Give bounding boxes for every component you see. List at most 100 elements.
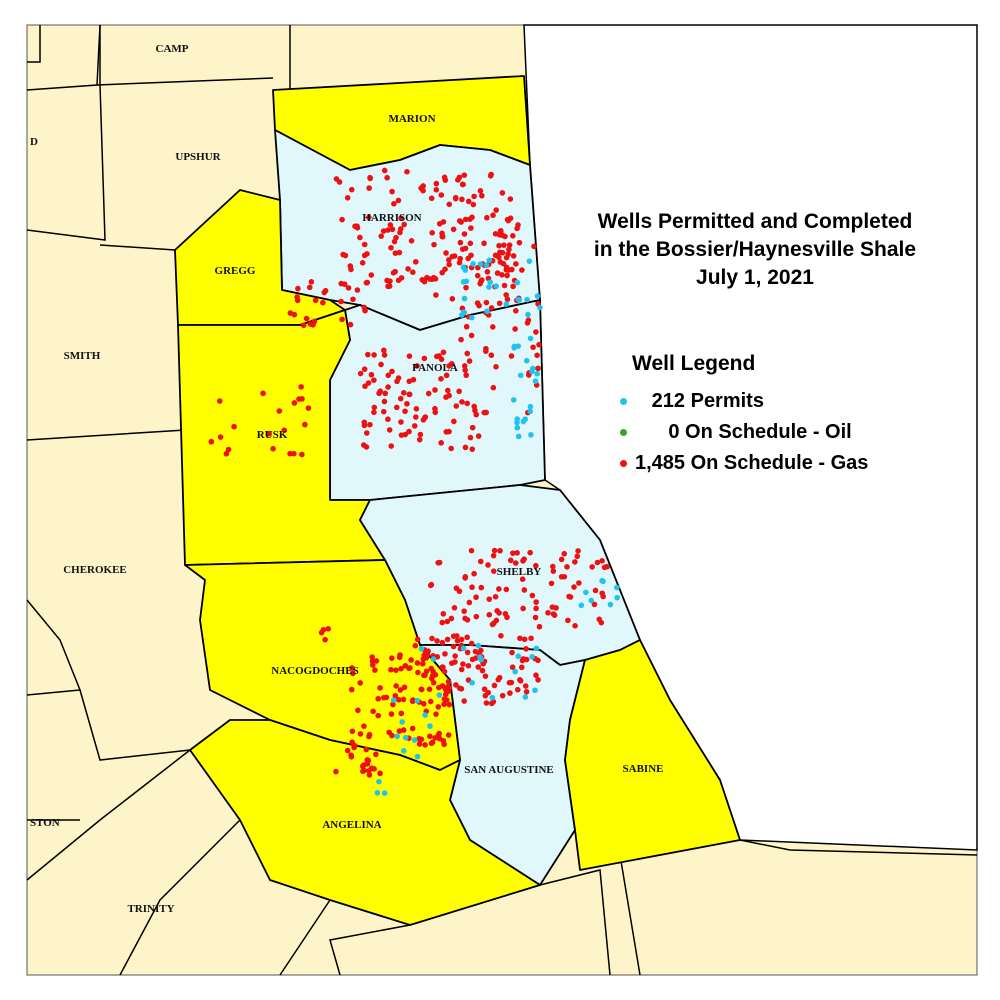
permit-well-dot — [537, 304, 543, 311]
gas-well-dot — [499, 249, 506, 256]
title-line-2: in the Bossier/Haynesville Shale — [593, 238, 917, 261]
gas-well-dot — [416, 741, 423, 747]
permit-well-dot — [528, 432, 534, 438]
gas-well-dot — [485, 562, 491, 568]
gas-well-dot — [306, 284, 313, 291]
gas-well-dot — [433, 180, 440, 187]
permit-well-dot — [486, 284, 492, 290]
gas-well-dot — [504, 272, 510, 279]
gas-well-dot — [443, 250, 449, 256]
gas-well-dot — [438, 440, 444, 446]
gas-well-dot — [441, 696, 448, 702]
gas-well-dot — [494, 607, 500, 614]
gas-well-dot — [339, 316, 345, 323]
gas-well-dot — [410, 269, 416, 276]
gas-well-dot — [429, 230, 435, 236]
permit-well-dot — [534, 293, 541, 299]
gas-well-dot — [428, 581, 435, 588]
gas-well-dot — [514, 550, 520, 556]
gas-well-dot — [497, 228, 504, 235]
gas-well-dot — [498, 632, 504, 639]
gas-well-dot — [535, 365, 541, 372]
gas-well-dot — [458, 686, 465, 692]
gas-well-dot — [442, 266, 448, 272]
gas-well-dot — [456, 388, 462, 395]
gas-well-dot — [481, 686, 488, 692]
gas-well-dot — [302, 421, 308, 428]
gas-well-dot — [385, 384, 391, 390]
gas-well-dot — [441, 701, 447, 708]
gas-well-dot — [492, 252, 499, 259]
gas-well-dot — [405, 266, 411, 272]
gas-well-dot — [445, 732, 452, 738]
gas-well-dot — [497, 547, 503, 554]
gas-well-dot — [442, 177, 449, 183]
gas-well-dot — [520, 656, 527, 662]
gas-well-dot — [469, 214, 475, 221]
county-angelina[interactable] — [189, 719, 541, 926]
gas-well-dot — [461, 363, 468, 369]
gas-well-dot — [389, 368, 395, 375]
gas-well-dot — [404, 400, 410, 407]
gas-well-dot — [471, 193, 477, 200]
gas-well-dot — [517, 678, 524, 684]
gas-well-dot — [216, 398, 223, 404]
gas-well-dot — [450, 643, 457, 650]
gas-well-dot — [592, 587, 599, 594]
gas-well-dot — [365, 757, 372, 764]
label-trinity: TRINITY — [127, 903, 174, 915]
gas-well-dot — [427, 698, 434, 705]
gas-well-dot — [510, 232, 516, 239]
gas-well-dot — [486, 611, 493, 618]
gas-well-dot — [532, 614, 539, 621]
gas-well-dot — [387, 222, 394, 228]
gas-well-dot — [513, 308, 519, 314]
gas-well-dot — [534, 352, 540, 359]
permit-well-dot — [411, 737, 418, 743]
permit-well-dot — [529, 653, 535, 660]
gas-well-dot — [435, 704, 442, 710]
gas-well-dot — [446, 201, 453, 208]
county-labels: CAMP UPSHUR D MARION HARRISON GREGG SMIT… — [30, 43, 663, 915]
gas-well-dot — [367, 421, 373, 428]
gas-well-dot — [300, 322, 307, 329]
gas-well-dot — [363, 430, 370, 436]
gas-well-dot — [365, 351, 371, 358]
permit-well-dot — [522, 694, 529, 700]
gas-well-dot — [414, 636, 421, 643]
gas-well-dot — [312, 297, 319, 304]
gas-well-dot — [354, 287, 361, 293]
permit-well-dot — [524, 296, 530, 303]
permit-well-dot — [418, 645, 425, 652]
gas-well-dot — [361, 366, 368, 372]
gas-well-dot — [451, 418, 457, 425]
permit-well-dot — [514, 419, 520, 426]
permit-well-dot — [459, 312, 465, 318]
permit-well-dot — [583, 589, 589, 596]
county-sabine[interactable] — [564, 639, 741, 871]
gas-well-dot — [408, 238, 415, 244]
gas-well-dot — [496, 586, 502, 592]
gas-well-dot — [451, 253, 458, 259]
gas-well-dot — [506, 246, 512, 253]
gas-well-dot — [522, 683, 529, 689]
gas-well-dot — [413, 406, 420, 412]
gas-well-dot — [303, 315, 310, 322]
gas-well-dot — [308, 279, 315, 285]
gas-well-dot — [465, 255, 471, 262]
gas-well-dot — [381, 398, 388, 405]
gas-well-dot — [431, 241, 437, 248]
permit-well-dot — [414, 697, 421, 704]
gas-well-dot — [536, 623, 543, 630]
gas-well-dot — [517, 635, 523, 642]
gas-well-dot — [441, 668, 448, 675]
gas-well-dot — [459, 246, 466, 252]
gas-well-dot — [420, 183, 426, 189]
gas-well-dot — [510, 253, 517, 259]
gas-well-dot — [475, 433, 482, 439]
gas-well-dot — [439, 683, 446, 689]
gas-well-dot — [231, 423, 237, 430]
label-nacogdoches: NACOGDOCHES — [271, 665, 358, 677]
gas-well-dot — [430, 668, 437, 675]
gas-well-dot — [439, 619, 446, 626]
